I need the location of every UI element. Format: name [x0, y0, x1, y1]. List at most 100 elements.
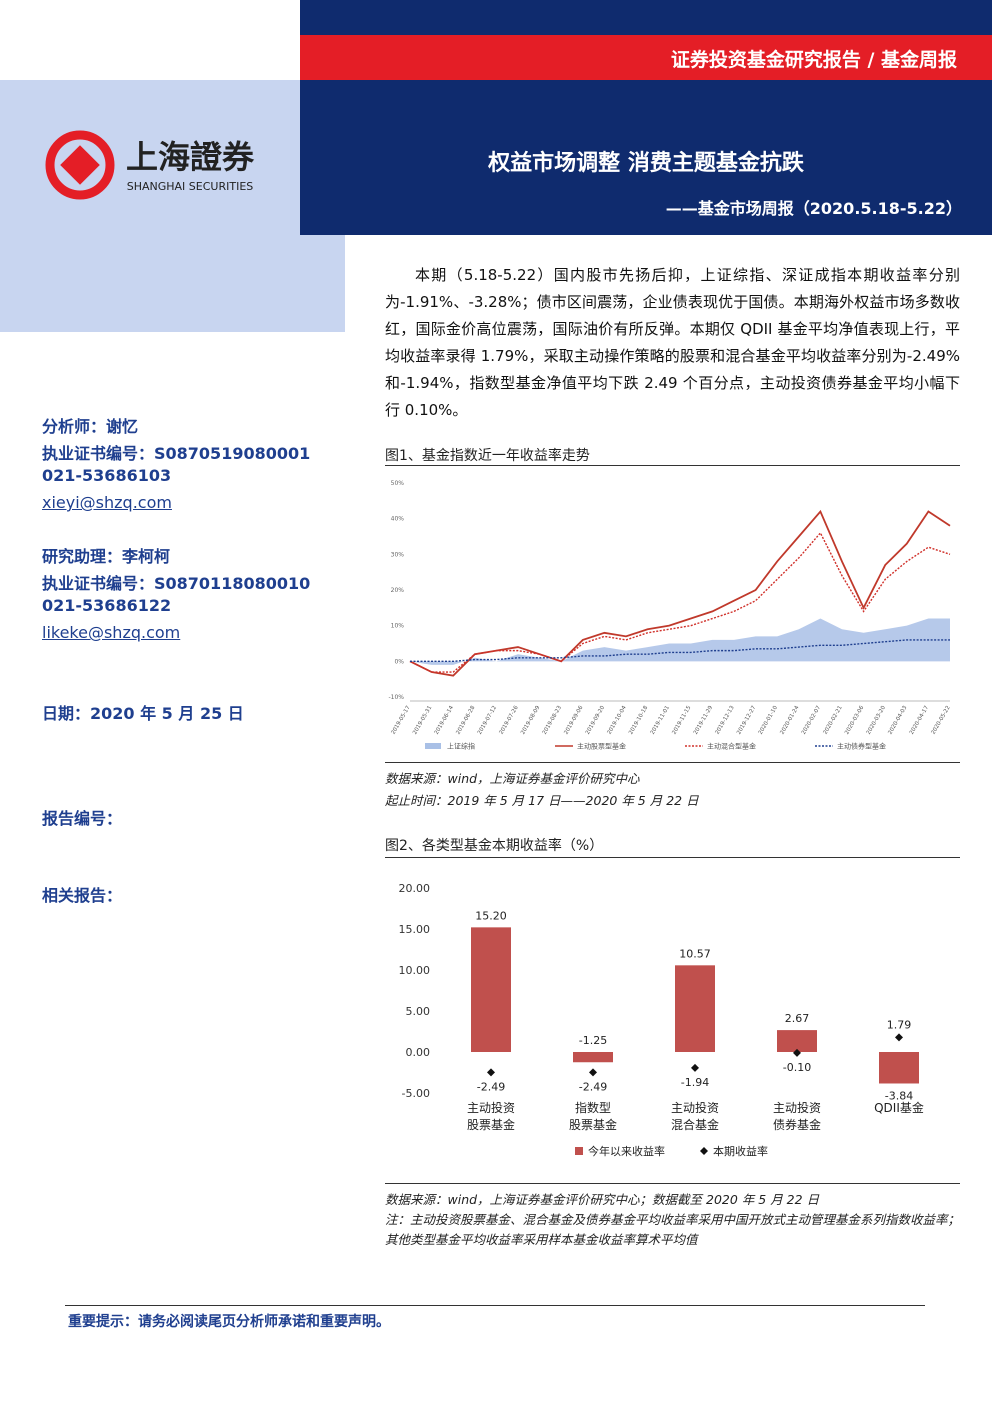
x-tick-label: 2020-02-07	[801, 705, 822, 736]
x-tick-label: 2019-11-15	[671, 705, 692, 736]
data-label: -1.25	[579, 1034, 607, 1047]
note: 注：主动投资股票基金、混合基金及债券基金平均收益率采用中国开放式主动管理基金系列…	[385, 1212, 961, 1247]
legend-label: 主动股票型基金	[577, 742, 626, 751]
x-tick-label: QDII基金	[874, 1100, 924, 1115]
summary: 本期（5.18-5.22）国内股市先扬后抑，上证综指、深证成指本期收益率分别为-…	[385, 266, 960, 419]
rule	[65, 1305, 925, 1306]
legend-label: 主动混合型基金	[707, 742, 756, 751]
x-tick-label: 2019-11-01	[650, 705, 671, 736]
source: 数据来源：wind，上海证券基金评价研究中心	[385, 771, 640, 786]
x-tick-label: 2019-09-20	[585, 705, 606, 736]
data-label: 2.67	[785, 1012, 810, 1025]
x-tick-label: 主动投资	[671, 1100, 719, 1115]
line	[410, 639, 950, 663]
x-tick-label: 股票基金	[569, 1117, 617, 1132]
x-tick-label: 2019-08-23	[542, 705, 563, 736]
data-label: -3.84	[885, 1089, 913, 1102]
y-tick-label: 5.00	[406, 1005, 431, 1018]
y-tick-label: 10.00	[399, 964, 431, 977]
line-chart: -10% 0% 10% 20% 30% 40% 50% 2019-05-17 2019-05-3…	[388, 480, 952, 751]
x-tick-label: 2020-05-22	[931, 705, 952, 736]
x-tick-label: 2019-05-31	[412, 705, 433, 736]
y-tick-label: 0.00	[406, 1046, 431, 1059]
point	[793, 1048, 801, 1057]
figure-caption: 图2、各类型基金本期收益率（%）	[385, 838, 604, 854]
x-tick-label: 2020-01-10	[758, 705, 779, 736]
assistant-email[interactable]: likeke@shzq.com	[42, 623, 181, 642]
x-tick-label: 混合基金	[671, 1117, 719, 1132]
side-panel	[0, 80, 345, 332]
point	[691, 1063, 699, 1072]
assistant-phone: 021-53686122	[42, 596, 172, 615]
area	[410, 618, 950, 665]
x-tick-label: 主动投资	[773, 1100, 821, 1115]
bar-chart: -5.00 0.00 5.00 10.00 15.00 20.00 主动投资股票基金 指数型股…	[399, 882, 924, 1158]
legend-swatch	[425, 743, 441, 749]
analyst-cert: 执业证书编号：S0870519080001	[42, 444, 311, 463]
x-tick-label: 2019-10-18	[628, 705, 649, 736]
x-tick-label: 主动投资	[467, 1100, 515, 1115]
x-tick-label: 2019-08-09	[520, 705, 541, 736]
point	[895, 1033, 903, 1042]
data-label: -2.49	[579, 1080, 607, 1093]
y-tick-label: 40%	[391, 516, 405, 523]
x-tick-label: 2019-05-17	[391, 705, 412, 736]
rule	[385, 1183, 960, 1184]
legend-label: 今年以来收益率	[588, 1144, 665, 1158]
point	[487, 1068, 495, 1077]
x-tick-label: 2019-06-14	[434, 705, 455, 736]
x-tick-label: 债券基金	[773, 1117, 821, 1132]
assistant-cert: 执业证书编号：S0870118080010	[42, 574, 311, 593]
x-tick-label: 2020-02-21	[823, 705, 844, 736]
footer-notice: 重要提示：请务必阅读尾页分析师承诺和重要声明。	[68, 1314, 390, 1330]
bar	[879, 1052, 919, 1084]
report-title: 权益市场调整 消费主题基金抗跌	[488, 151, 804, 176]
x-tick-label: 2019-06-28	[455, 705, 476, 736]
y-tick-label: 30%	[391, 551, 405, 558]
report-category: 证券投资基金研究报告 / 基金周报	[670, 49, 957, 71]
point	[589, 1068, 597, 1077]
line	[409, 531, 951, 673]
bar	[471, 927, 511, 1052]
source: 数据来源：wind，上海证券基金评价研究中心；数据截至 2020 年 5 月 2…	[385, 1192, 820, 1207]
bar	[675, 965, 715, 1052]
report-date: 日期：2020 年 5 月 25 日	[42, 704, 244, 723]
report-subtitle: ——基金市场周报（2020.5.18-5.22）	[665, 199, 962, 218]
x-tick-label: 2019-12-13	[715, 705, 736, 736]
report-number: 报告编号：	[42, 809, 123, 828]
x-tick-label: 2020-04-17	[909, 705, 930, 736]
analyst-phone: 021-53686103	[42, 466, 172, 485]
rule	[385, 465, 960, 466]
y-tick-label: 10%	[391, 623, 405, 630]
bar	[573, 1052, 613, 1063]
legend-swatch	[700, 1147, 708, 1155]
y-tick-label: 0%	[394, 658, 404, 665]
x-tick-label: 2019-07-26	[499, 705, 520, 736]
x-tick-label: 股票基金	[467, 1117, 515, 1132]
y-tick-label: 20.00	[399, 882, 431, 895]
legend-label: 主动债券型基金	[837, 742, 886, 751]
x-tick-label: 2019-07-12	[477, 705, 498, 736]
x-tick-label: 2020-03-06	[844, 705, 865, 736]
data-label: 1.79	[887, 1018, 912, 1031]
data-label: -1.94	[681, 1076, 709, 1089]
x-tick-label: 2020-04-03	[887, 705, 908, 736]
x-tick-label: 2020-03-20	[866, 705, 887, 736]
period: 起止时间：2019 年 5 月 17 日——2020 年 5 月 22 日	[385, 793, 699, 808]
rule	[385, 857, 960, 858]
x-tick-label: 2019-10-04	[607, 705, 628, 736]
figure-caption: 图1、基金指数近一年收益率走势	[385, 448, 590, 464]
analyst-email[interactable]: xieyi@shzq.com	[42, 493, 172, 512]
y-tick-label: 15.00	[399, 923, 431, 936]
x-tick-label: 指数型	[575, 1100, 611, 1115]
legend-label: 上证综指	[447, 742, 475, 751]
logo-name: 上海證券	[126, 138, 255, 176]
y-tick-label: -5.00	[402, 1087, 430, 1100]
logo-ring	[45, 130, 115, 200]
legend-label: 本期收益率	[713, 1144, 768, 1158]
related-reports: 相关报告：	[42, 886, 123, 905]
header-stripe	[300, 35, 992, 80]
data-label: 10.57	[679, 947, 711, 960]
analyst: 分析师：谢忆	[42, 417, 139, 436]
